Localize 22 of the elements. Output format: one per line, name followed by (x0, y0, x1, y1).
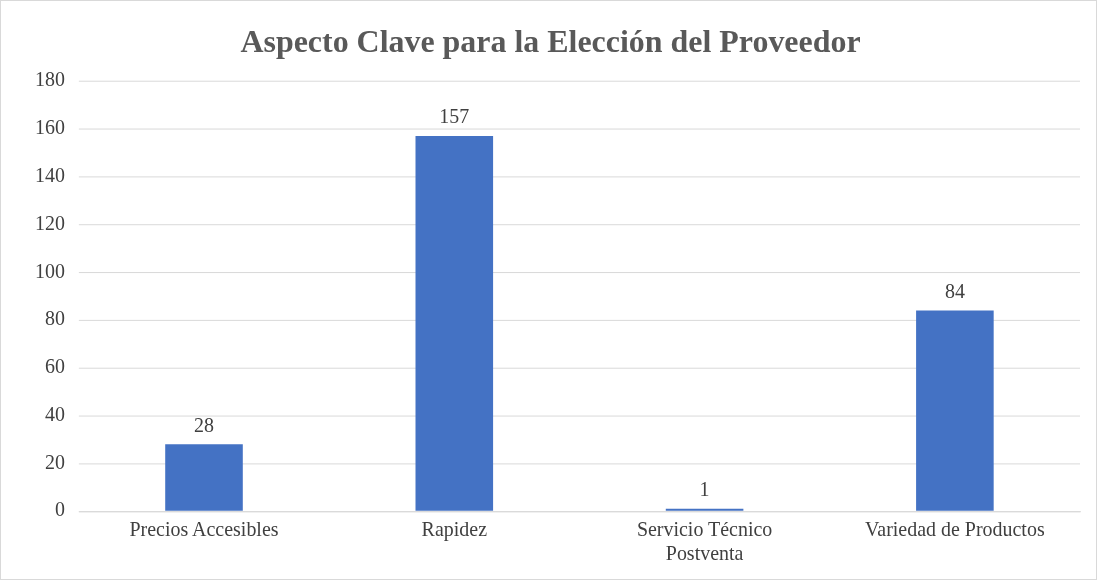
data-label: 84 (944, 279, 965, 302)
y-tick-label: 20 (44, 450, 65, 473)
y-tick-label: 100 (34, 259, 65, 282)
data-label: 1 (699, 478, 710, 501)
y-tick-label: 80 (44, 307, 65, 330)
chart-title: Aspecto Clave para la Elección del Proveedor (240, 24, 861, 60)
y-tick-label: 120 (34, 211, 65, 234)
y-tick-label: 0 (54, 498, 65, 521)
y-tick-label: 180 (34, 68, 65, 91)
bar (165, 444, 243, 511)
data-label: 28 (194, 413, 215, 436)
x-tick-label: Rapidez (421, 518, 488, 542)
y-tick-label: 40 (44, 402, 65, 425)
bar (415, 136, 494, 511)
y-tick-label: 140 (34, 163, 65, 186)
x-tick-label: Servicio Técnico Postventa (636, 518, 773, 565)
x-tick-label: Variedad de Productos (865, 518, 1045, 541)
bar (916, 310, 994, 511)
y-tick-label: 60 (44, 355, 65, 378)
y-tick-label: 160 (34, 116, 65, 139)
x-tick-label: Precios Accesibles (129, 518, 279, 541)
data-label: 157 (439, 105, 470, 128)
